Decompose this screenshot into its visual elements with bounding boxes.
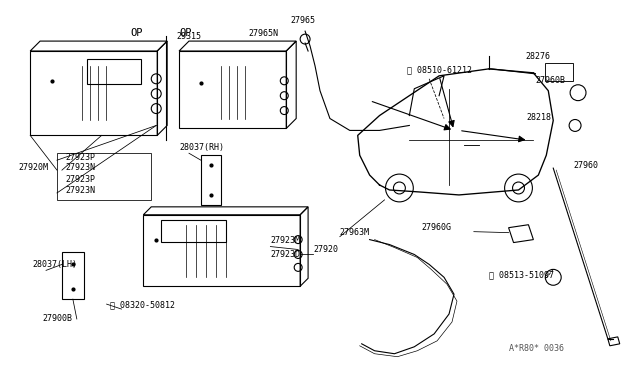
Text: OP: OP (180, 28, 192, 38)
Bar (87, 59, 141, 84)
Text: Ⓢ 08320-50812: Ⓢ 08320-50812 (109, 300, 175, 309)
Bar (545, 63, 573, 81)
Text: 27965N: 27965N (248, 29, 278, 38)
Text: 27923P: 27923P (66, 153, 96, 162)
Bar (57, 153, 151, 200)
Circle shape (385, 174, 413, 202)
Text: 27963M: 27963M (340, 228, 370, 237)
Bar (161, 220, 226, 241)
Text: A*R80* 0036: A*R80* 0036 (509, 344, 564, 353)
Text: 27920: 27920 (313, 244, 338, 253)
Text: 28037(LH): 28037(LH) (32, 260, 77, 269)
Text: Ⓢ 08510-61212: Ⓢ 08510-61212 (407, 66, 472, 75)
Text: 28037(RH): 28037(RH) (179, 143, 224, 152)
Circle shape (504, 174, 532, 202)
Text: 27900B: 27900B (42, 314, 72, 323)
Text: 27923P: 27923P (66, 175, 96, 184)
Text: 27923N: 27923N (66, 186, 96, 195)
Text: OP: OP (130, 28, 143, 38)
Text: 29315: 29315 (176, 32, 201, 41)
Text: 27923N: 27923N (66, 163, 96, 172)
Text: Ⓢ 08513-51097: Ⓢ 08513-51097 (489, 270, 554, 279)
Text: 27920M: 27920M (19, 163, 48, 172)
Text: 27960B: 27960B (536, 76, 565, 85)
Text: 28218: 28218 (527, 113, 552, 122)
Text: 27923D: 27923D (270, 250, 300, 259)
Text: 28276: 28276 (525, 52, 550, 61)
Text: 27923M: 27923M (270, 235, 300, 244)
Text: 27965: 27965 (290, 16, 316, 25)
Text: 27960G: 27960G (421, 223, 451, 232)
Text: 27960: 27960 (573, 161, 598, 170)
